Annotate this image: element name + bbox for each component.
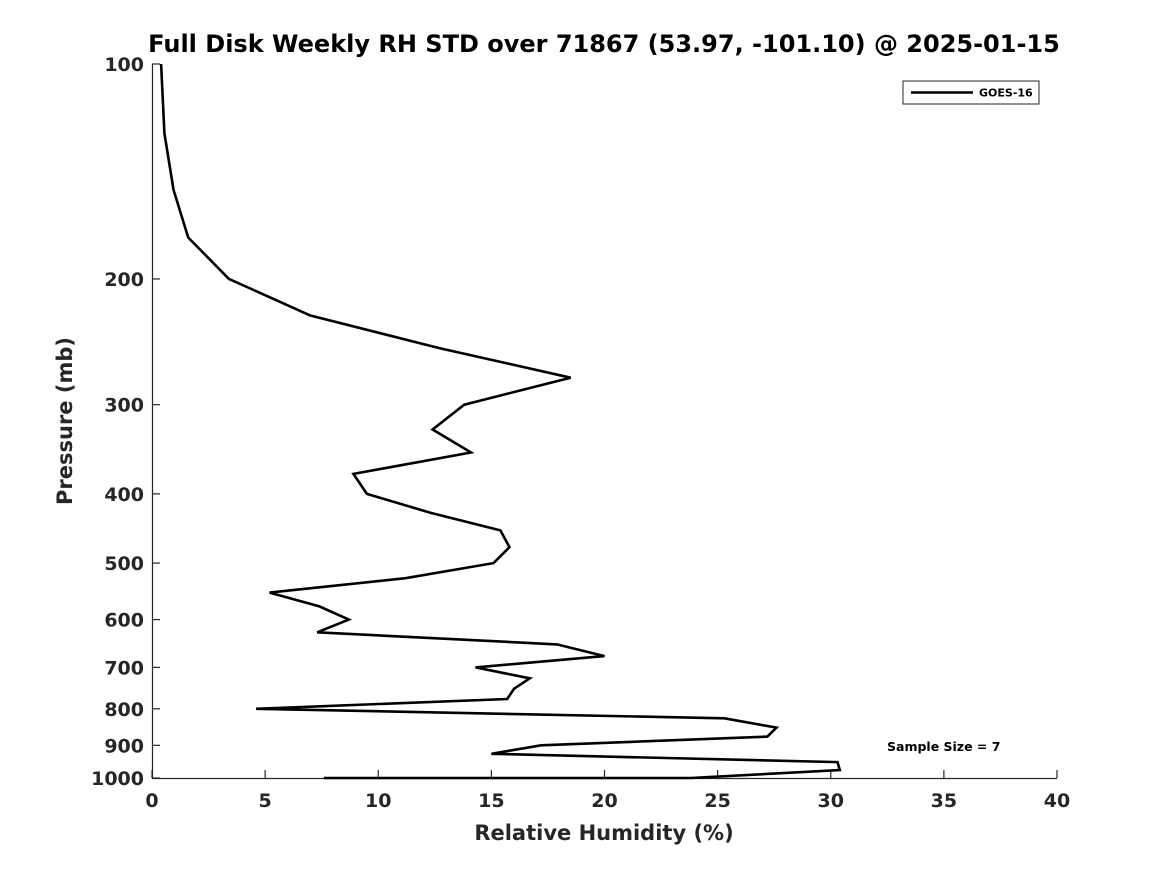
x-tick-label: 0 xyxy=(145,790,158,812)
x-tick-label: 20 xyxy=(591,790,617,812)
y-tick-label: 100 xyxy=(104,54,144,76)
legend: GOES-16 xyxy=(902,80,1040,105)
x-tick-label: 35 xyxy=(931,790,957,812)
chart-title: Full Disk Weekly RH STD over 71867 (53.9… xyxy=(148,30,1060,58)
series-layer xyxy=(159,63,842,780)
y-tick-label: 600 xyxy=(104,610,144,632)
x-axis-label: Relative Humidity (%) xyxy=(474,821,733,845)
axes xyxy=(151,64,1057,780)
x-tick-label: 25 xyxy=(704,790,730,812)
x-tick-label: 5 xyxy=(259,790,272,812)
x-tick-label: 40 xyxy=(1044,790,1070,812)
y-tick-label: 200 xyxy=(104,269,144,291)
y-axis-label: Pressure (mb) xyxy=(53,337,77,505)
y-tick-label: 800 xyxy=(104,699,144,721)
y-tick-label: 400 xyxy=(104,484,144,506)
y-tick-label: 900 xyxy=(104,735,144,757)
y-tick-label: 1000 xyxy=(91,768,144,790)
y-tick-label: 500 xyxy=(104,553,144,575)
x-tick-label: 15 xyxy=(478,790,504,812)
sample-size-annotation: Sample Size = 7 xyxy=(887,739,1000,754)
y-tick-label: 700 xyxy=(104,657,144,679)
legend-label-goes-16: GOES-16 xyxy=(979,87,1033,100)
y-ticks: 100 200 300 400 500 600 700 800 900 1000 xyxy=(91,54,160,790)
x-tick-label: 30 xyxy=(818,790,844,812)
y-tick-label: 300 xyxy=(104,395,144,417)
x-ticks: 0 5 10 15 20 25 30 35 40 xyxy=(145,770,1070,812)
x-tick-label: 10 xyxy=(365,790,391,812)
series-line-goes-16 xyxy=(159,63,842,780)
